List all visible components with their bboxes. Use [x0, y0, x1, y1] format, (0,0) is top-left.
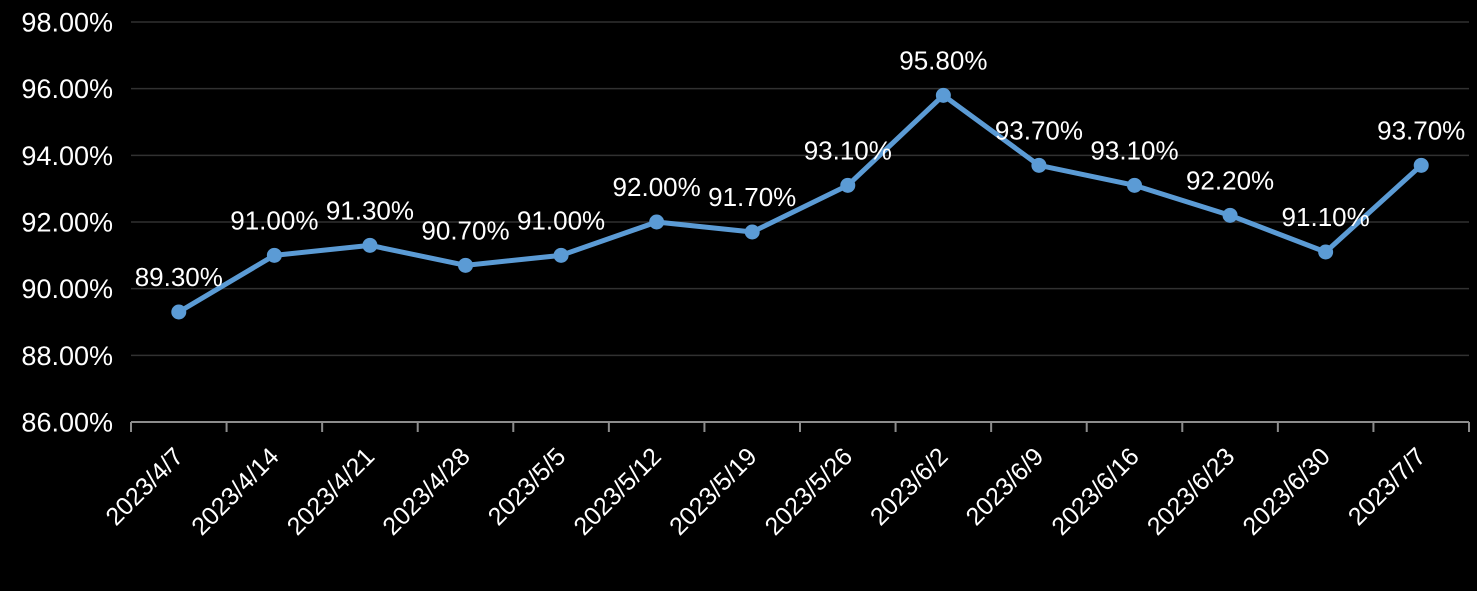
data-label: 95.80%: [899, 45, 987, 75]
y-axis-label: 86.00%: [21, 407, 113, 437]
data-point-marker: [458, 257, 473, 273]
x-axis-label: 2023/6/16: [1046, 442, 1144, 540]
y-axis-label: 92.00%: [21, 207, 113, 237]
data-label: 92.00%: [613, 172, 701, 202]
data-point-marker: [1031, 157, 1047, 173]
data-label: 91.00%: [230, 205, 318, 235]
x-axis-label: 2023/4/14: [186, 442, 285, 541]
y-axis-label: 98.00%: [21, 7, 113, 37]
x-axis-label: 2023/6/23: [1142, 442, 1240, 540]
data-label: 89.30%: [135, 262, 223, 292]
data-point-marker: [266, 247, 282, 263]
data-label: 91.10%: [1282, 202, 1370, 232]
data-point-marker: [935, 87, 951, 103]
data-point-marker: [362, 237, 378, 253]
x-axis-label: 2023/7/7: [1343, 442, 1432, 531]
x-axis-label: 2023/6/30: [1237, 442, 1335, 540]
data-point-marker: [744, 224, 760, 240]
data-label: 93.10%: [804, 135, 892, 165]
x-axis-label: 2023/6/9: [961, 442, 1050, 531]
x-axis-label: 2023/4/21: [282, 442, 380, 540]
data-point-marker: [1127, 177, 1142, 193]
y-axis-label: 94.00%: [21, 141, 113, 171]
data-label: 93.10%: [1090, 135, 1178, 165]
x-axis-label: 2023/4/28: [377, 442, 475, 540]
data-point-marker: [171, 304, 187, 320]
data-point-marker: [840, 177, 856, 193]
data-point-marker: [649, 214, 665, 230]
x-axis-label: 2023/4/7: [100, 442, 189, 531]
x-axis-label: 2023/6/2: [865, 442, 954, 531]
data-point-marker: [1318, 244, 1334, 260]
data-point-marker: [553, 247, 569, 263]
y-axis-label: 88.00%: [21, 341, 113, 371]
series-line: [176, 92, 1424, 315]
x-axis-label: 2023/5/5: [483, 442, 572, 531]
data-label: 91.70%: [708, 182, 796, 212]
data-label: 91.00%: [517, 205, 605, 235]
data-point-marker: [1413, 157, 1429, 173]
data-label: 93.70%: [1377, 115, 1465, 145]
y-axis-label: 96.00%: [21, 74, 113, 104]
x-axis-label: 2023/5/26: [760, 442, 858, 540]
data-point-marker: [1222, 207, 1238, 223]
data-label: 91.30%: [326, 195, 414, 225]
data-label: 90.70%: [421, 215, 509, 245]
data-label: 93.70%: [995, 115, 1083, 145]
y-axis-label: 90.00%: [21, 274, 113, 304]
x-axis-label: 2023/5/12: [568, 442, 666, 540]
data-label: 92.20%: [1186, 165, 1274, 195]
x-axis-label: 2023/5/19: [664, 442, 762, 540]
